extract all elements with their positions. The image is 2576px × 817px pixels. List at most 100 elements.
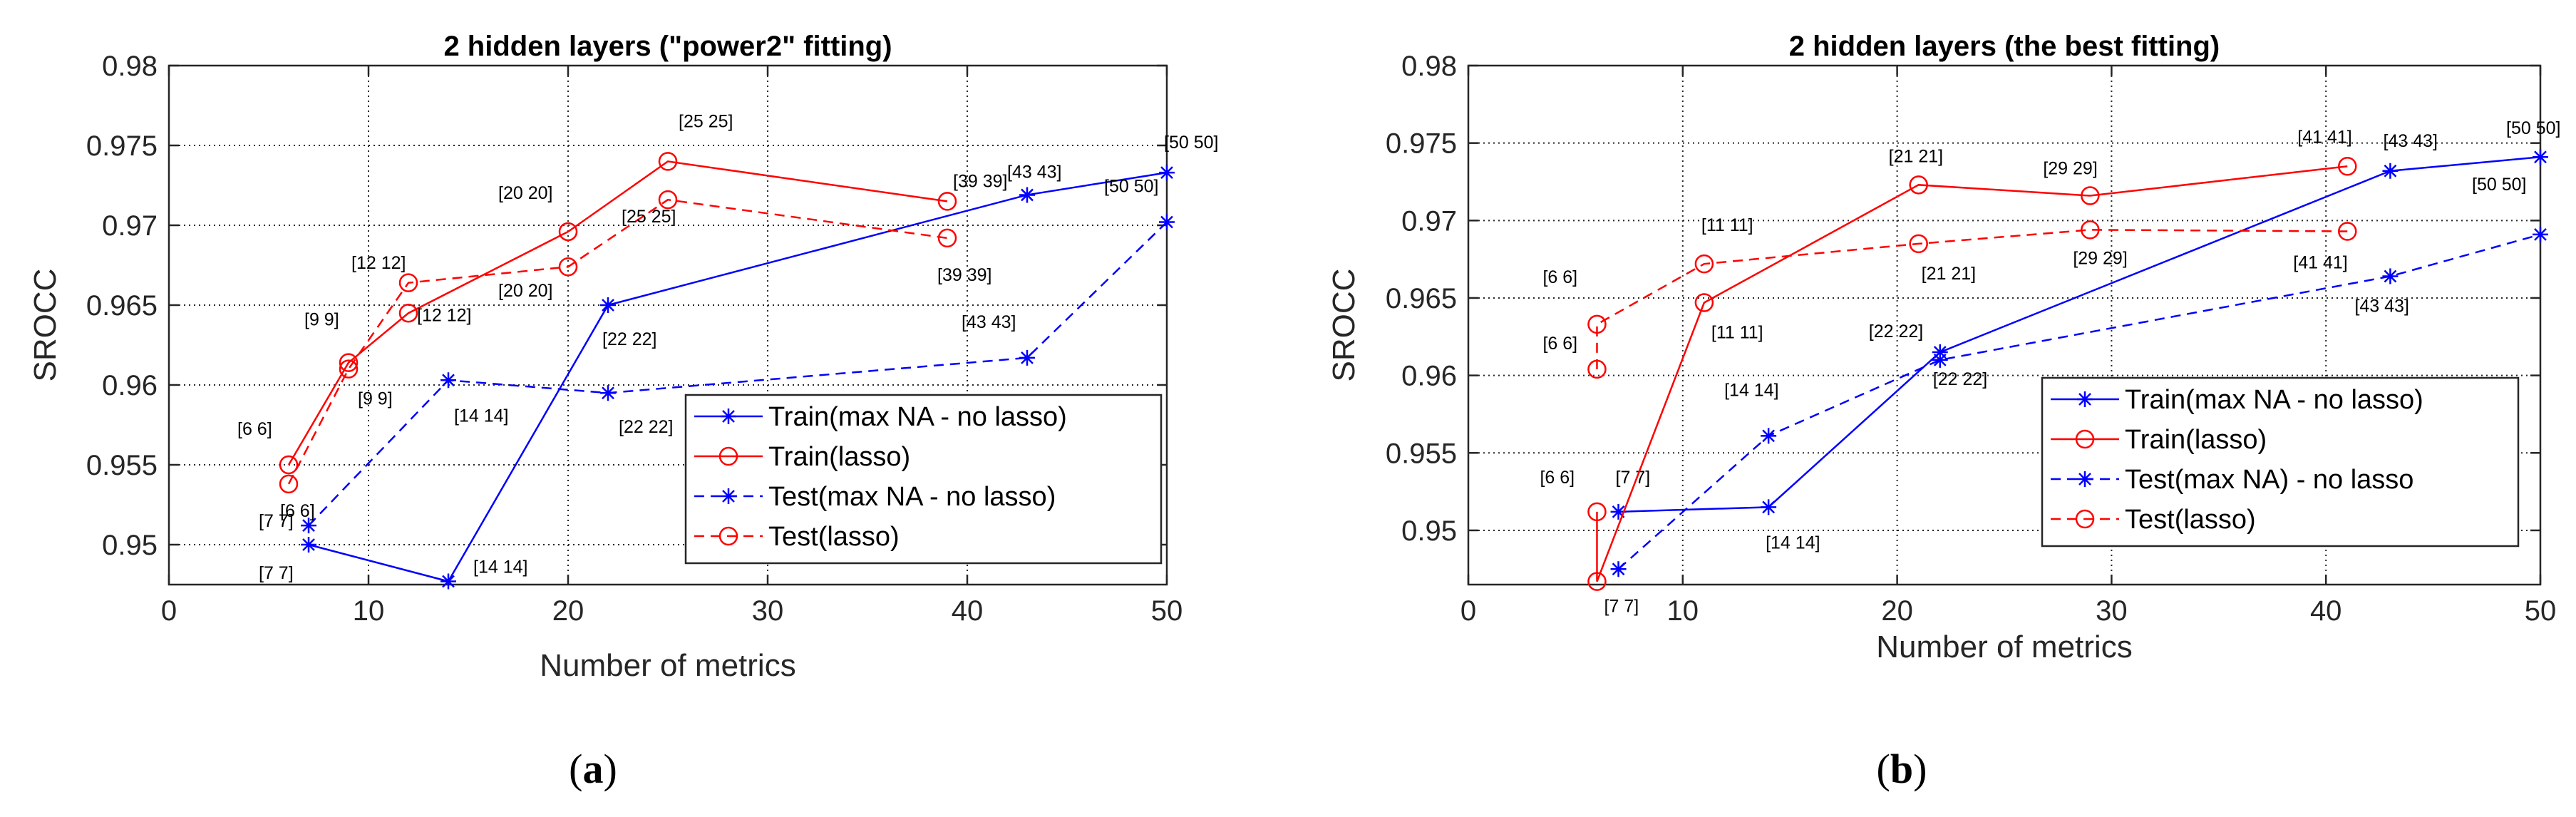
axes-box <box>168 64 1168 586</box>
circle-marker <box>1694 293 1714 312</box>
y-tick-label: 0.96 <box>1401 361 1457 392</box>
data-label: [6 6] <box>1542 267 1577 287</box>
x-tick-label: 10 <box>1667 595 1699 627</box>
y-tick-label: 0.98 <box>1401 51 1457 82</box>
series-test-lasso-: [6 6] [6 6] [11 11] [21 21] [29 29] [41 41] <box>1542 215 2357 379</box>
circle-marker <box>658 190 678 210</box>
series-train-max-na-no-lasso-: [7 7] [14 14] [22 22] [43 43] [50 50] <box>259 133 1218 590</box>
star-marker <box>1610 503 1627 520</box>
series-line <box>1617 233 2541 570</box>
star-marker <box>1019 349 1035 366</box>
circle-marker <box>2081 220 2100 240</box>
star-marker <box>2077 471 2093 487</box>
data-label: [14 14] <box>454 406 508 426</box>
data-label: [43 43] <box>2383 131 2437 151</box>
data-label: [20 20] <box>498 281 552 301</box>
legend-entry: Train(max NA - no lasso) <box>2051 385 2423 415</box>
x-tick-label: 30 <box>752 595 784 627</box>
circle-marker <box>2075 509 2095 529</box>
legend-label: Test(lasso) <box>2125 505 2256 535</box>
circle-marker <box>558 222 578 242</box>
legend: Train(max NA - no lasso) Train(lasso) Test… <box>2041 376 2520 548</box>
data-label: [25 25] <box>622 207 676 227</box>
star-marker <box>600 297 616 313</box>
series-train-max-na-no-lasso-: [7 7] [14 14] [22 22] [43 43] [50 50] <box>1610 118 2560 553</box>
circle-marker <box>718 526 738 546</box>
legend-box <box>2041 376 2520 548</box>
series-line <box>287 160 948 466</box>
legend-entry: Test(max NA - no lasso) <box>694 482 1056 512</box>
data-label: [12 12] <box>351 253 406 273</box>
circle-marker <box>2075 429 2095 449</box>
circle-marker <box>1909 175 1928 195</box>
y-tick-label: 0.965 <box>1386 283 1457 314</box>
chart-title: 2 hidden layers ("power2" fitting) <box>443 31 892 62</box>
data-label: [7 7] <box>1616 468 1651 488</box>
star-marker <box>1610 561 1627 577</box>
star-marker <box>1761 499 1777 515</box>
y-tick-label: 0.955 <box>1386 438 1457 469</box>
y-tick-label: 0.95 <box>1401 515 1457 547</box>
circle-marker <box>339 359 359 379</box>
star-marker <box>721 408 736 424</box>
x-tick-label: 30 <box>2096 595 2128 627</box>
circle-marker <box>937 228 957 248</box>
data-label: [22 22] <box>602 329 656 349</box>
series-test-max-na-no-lasso-: [7 7] [14 14] [22 22] [43 43] [50 50] <box>259 177 1175 534</box>
data-label: [6 6] <box>1540 468 1575 488</box>
legend-box <box>684 394 1163 565</box>
y-tick-label: 0.98 <box>102 51 158 82</box>
circle-marker <box>718 446 738 466</box>
legend-entry: Train(max NA - no lasso) <box>694 402 1067 432</box>
data-label: [43 43] <box>2354 297 2408 317</box>
y-tick-label: 0.965 <box>86 290 158 322</box>
star-marker <box>441 573 456 590</box>
x-tick-label: 50 <box>2525 595 2557 627</box>
x-tick-label: 10 <box>353 595 385 627</box>
legend: Train(max NA - no lasso) Train(lasso) Test… <box>684 394 1163 565</box>
data-label: [6 6] <box>237 419 272 439</box>
data-label: [29 29] <box>2043 159 2097 179</box>
caption-letter: b <box>1890 746 1913 792</box>
circle-marker <box>1587 314 1607 334</box>
series-line <box>1596 165 2348 582</box>
star-marker <box>1159 214 1175 230</box>
chart-b: 0 10 20 30 40 50 0.95 0.955 0.96 0.965 0.97 0.975 0.… <box>1326 31 2560 792</box>
data-label: [21 21] <box>1889 146 1943 166</box>
star-marker <box>2533 149 2548 165</box>
legend-entry: Test(max NA) - no lasso <box>2051 465 2413 495</box>
circle-marker <box>1587 359 1607 379</box>
data-label: [14 14] <box>473 557 527 577</box>
star-marker <box>2382 163 2399 179</box>
data-label: [20 20] <box>498 183 552 203</box>
circle-marker <box>1587 572 1607 591</box>
data-label: [22 22] <box>1869 322 1923 341</box>
data-label: [7 7] <box>259 511 294 531</box>
data-label: [22 22] <box>1933 369 1987 389</box>
data-label: [25 25] <box>679 111 733 131</box>
data-label: [6 6] <box>1542 334 1577 354</box>
circle-marker <box>279 455 299 475</box>
legend-label: Train(max NA - no lasso) <box>2125 385 2423 415</box>
circle-marker <box>2338 157 2357 176</box>
series-line <box>287 198 948 485</box>
caption-open: ( <box>1877 746 1890 792</box>
legend-entry: Test(lasso) <box>2051 505 2256 535</box>
data-label: [14 14] <box>1766 533 1820 553</box>
x-axis-label: Number of metrics <box>540 648 795 683</box>
circle-marker <box>658 152 678 171</box>
data-label: [41 41] <box>2297 127 2351 147</box>
data-label: [14 14] <box>1724 380 1778 400</box>
circle-marker <box>558 257 578 277</box>
star-marker <box>2382 268 2399 284</box>
legend-label: Train(lasso) <box>768 442 910 472</box>
star-marker <box>301 537 316 553</box>
circle-marker <box>339 353 359 372</box>
circle-marker <box>2338 222 2357 241</box>
legend-label: Train(lasso) <box>2125 425 2267 455</box>
circle-marker <box>1587 502 1607 522</box>
y-tick-label: 0.97 <box>1401 205 1457 237</box>
data-label: [9 9] <box>358 389 393 409</box>
star-marker <box>2077 391 2093 407</box>
circle-marker <box>279 474 299 494</box>
